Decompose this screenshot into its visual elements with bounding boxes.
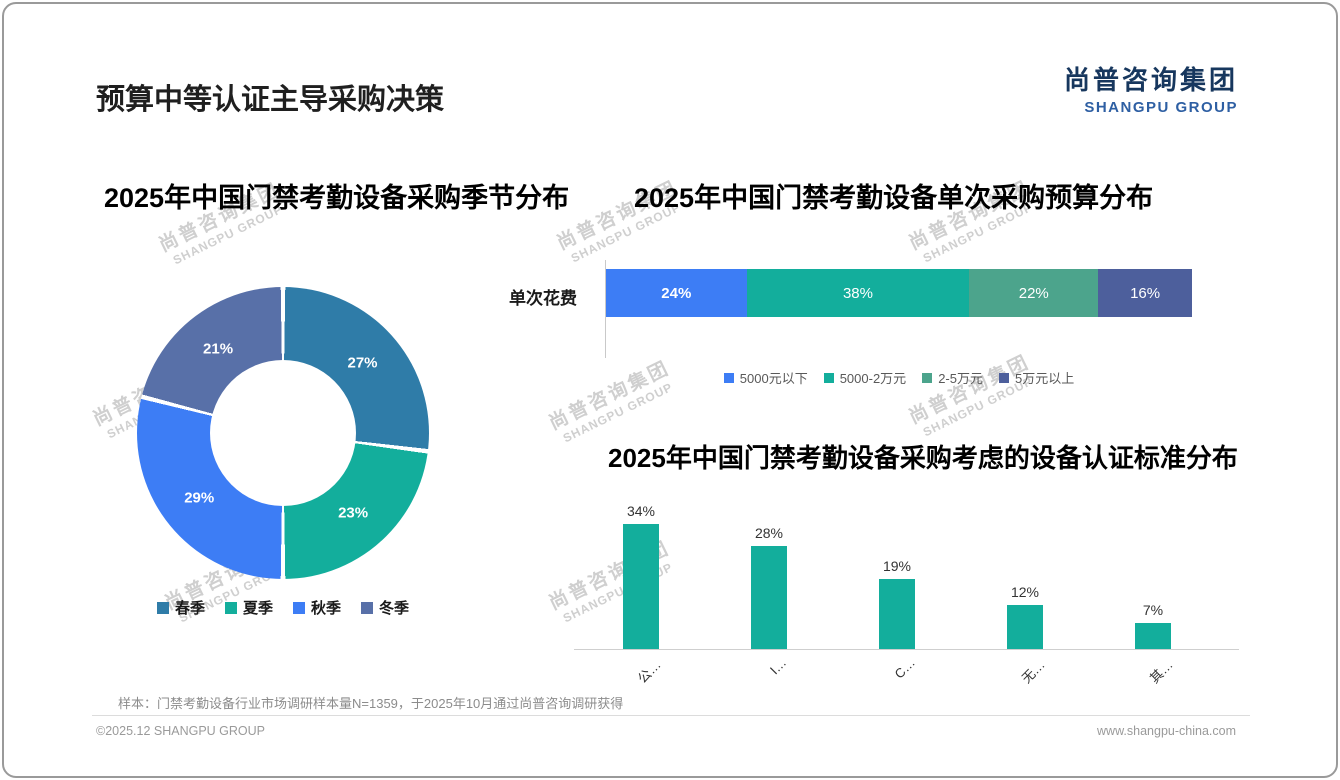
stacked-segment[interactable]: 24%: [606, 269, 747, 317]
legend-item[interactable]: 秋季: [293, 597, 341, 618]
budget-legend: 5000元以下 5000-2万元 2-5万元 5万元以上: [606, 368, 1192, 387]
x-tick-label: 无…: [1018, 657, 1048, 687]
legend-swatch: [293, 601, 305, 614]
bar-slot: 34% 公…: [577, 480, 705, 686]
bar-value-label: 34%: [626, 503, 656, 520]
budget-chart-title: 2025年中国门禁考勤设备单次采购预算分布: [634, 183, 1154, 213]
pie-slice-label: 21%: [203, 340, 234, 358]
bar[interactable]: [751, 546, 787, 649]
legend-swatch: [723, 372, 734, 383]
legend-item[interactable]: 5000元以下: [723, 368, 808, 387]
legend-item[interactable]: 春季: [156, 597, 205, 618]
legend-label: 5万元以上: [1014, 371, 1075, 386]
legend-swatch: [361, 601, 374, 614]
footer-divider: [92, 715, 1250, 716]
bar-slot: 12% 无…: [961, 480, 1089, 686]
bar-slot: 7% 其…: [1089, 480, 1217, 686]
legend-item[interactable]: 冬季: [361, 597, 409, 618]
legend-label: 冬季: [379, 600, 410, 617]
season-chart-title: 2025年中国门禁考勤设备采购季节分布: [104, 183, 570, 213]
legend-item[interactable]: 夏季: [224, 597, 273, 618]
season-donut-chart[interactable]: 27% 23% 29% 21%: [137, 287, 429, 579]
legend-swatch: [156, 601, 169, 614]
bar-value-label: 7%: [1142, 602, 1164, 619]
x-tick-label: I…: [767, 655, 790, 678]
footer-copyright: ©2025.12 SHANGPU GROUP: [96, 724, 265, 738]
bar[interactable]: [623, 524, 659, 649]
bar-value-label: 12%: [1010, 583, 1040, 600]
legend-label: 5000-2万元: [839, 371, 907, 386]
page-title: 预算中等认证主导采购决策: [96, 84, 445, 116]
legend-swatch: [224, 601, 237, 614]
donut-hole: [210, 360, 356, 506]
bar-value-label: 28%: [754, 525, 784, 542]
legend-item[interactable]: 5000-2万元: [823, 368, 907, 387]
x-tick-label: C…: [891, 655, 918, 682]
stacked-row-label: 单次花费: [509, 289, 577, 308]
logo-text-cn: 尚普咨询集团: [1063, 65, 1238, 95]
watermark-cn: 尚普咨询集团: [545, 357, 674, 435]
legend-item[interactable]: 5万元以上: [998, 368, 1075, 387]
watermark-cn: 尚普咨询集团: [905, 351, 1034, 429]
pie-slice-label: 23%: [338, 504, 369, 521]
legend-label: 秋季: [311, 600, 342, 617]
pie-slice-label: 27%: [347, 354, 378, 372]
company-logo: 尚普咨询集团 SHANGPU GROUP: [1064, 60, 1238, 116]
bar-slot: 19% C…: [833, 480, 961, 681]
sample-note: 样本：门禁考勤设备行业市场调研样本量N=1359，于2025年10月通过尚普咨询…: [118, 696, 624, 711]
logo-text-en: SHANGPU GROUP: [1084, 99, 1238, 116]
stacked-axis-line: [605, 260, 606, 358]
cert-baseline: [574, 649, 1239, 650]
stacked-segment[interactable]: 22%: [969, 269, 1099, 317]
cert-chart-title: 2025年中国门禁考勤设备采购考虑的设备认证标准分布: [608, 443, 1238, 473]
x-tick-label: 公…: [634, 657, 664, 687]
bar-value-label: 19%: [882, 558, 912, 575]
footer-website[interactable]: www.shangpu-china.com: [1097, 724, 1236, 738]
x-tick-label: 其…: [1146, 657, 1176, 687]
legend-item[interactable]: 2-5万元: [922, 368, 983, 387]
legend-swatch: [823, 372, 834, 383]
pie-slice-label: 29%: [184, 489, 215, 507]
bar[interactable]: [879, 579, 915, 649]
stacked-segment[interactable]: 16%: [1098, 269, 1192, 317]
legend-label: 夏季: [242, 600, 273, 617]
legend-label: 2-5万元: [938, 371, 983, 386]
budget-stacked-bar: 24% 38% 22% 16%: [606, 269, 1192, 317]
legend-swatch: [922, 372, 933, 383]
legend-swatch: [998, 372, 1009, 383]
bar[interactable]: [1007, 604, 1043, 649]
season-legend: 春季 夏季 秋季 冬季: [93, 597, 473, 618]
cert-bar-chart: 34% 公… 28% I… 19% C… 12% 无… 7% 其…: [577, 480, 1217, 686]
legend-label: 春季: [174, 600, 205, 617]
bar-slot: 28% I…: [705, 480, 833, 677]
legend-label: 5000元以下: [739, 371, 808, 386]
stacked-segment[interactable]: 38%: [746, 269, 970, 317]
bar[interactable]: [1135, 623, 1171, 649]
